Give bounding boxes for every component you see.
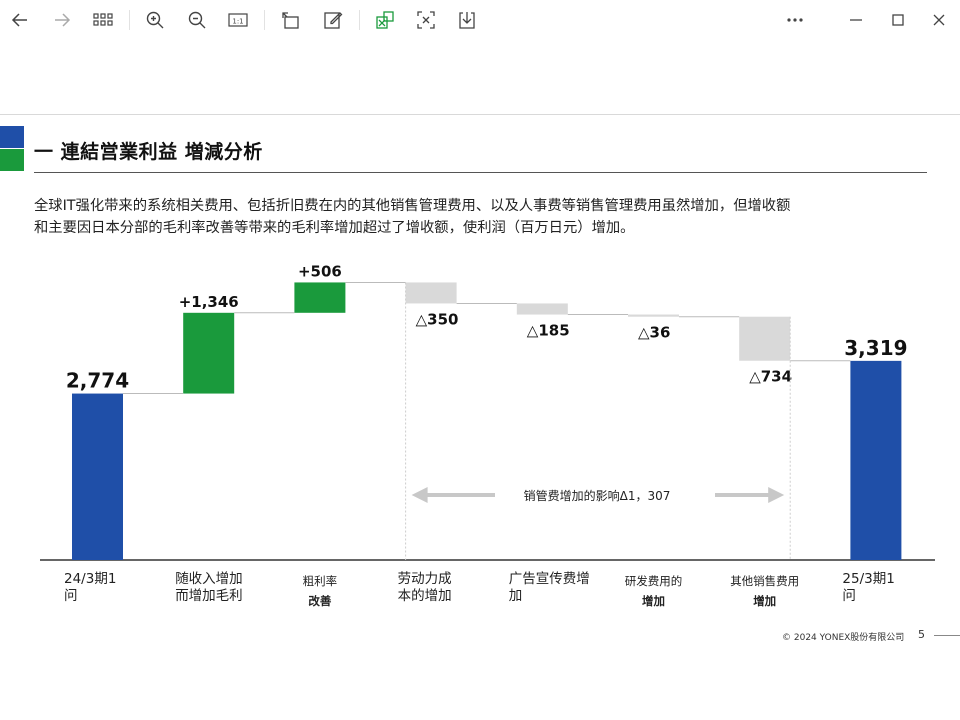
annotation-text: 销管费增加的影响Δ1，307 [524,488,671,503]
bar-label-7: 3,319 [844,336,907,360]
bar-label-2: +506 [298,262,342,280]
viewer-top-space [0,40,960,115]
bar-label-4: △185 [527,322,570,340]
category-line-1: 其他销售费用 [730,574,800,588]
category-line-2: 加 [508,588,523,604]
category-line-1: 广告宣传费增 [508,571,590,587]
close-icon[interactable] [927,8,951,32]
category-line-2: 改善 [308,594,332,608]
back-arrow-icon[interactable] [8,8,32,32]
viewer-bottom-space [0,655,960,720]
category-label-5: 研发费用的 增加 [601,571,706,611]
edit-icon[interactable] [321,8,345,32]
footer-line [934,635,960,636]
bar-label-6: △734 [749,368,792,386]
download-icon[interactable] [455,8,479,32]
zoom-in-icon[interactable] [143,8,167,32]
category-line-1: 25/3期1 [842,571,895,587]
bar-6 [739,316,791,361]
category-line-2: 本的增加 [397,588,452,604]
translate-excel-icon[interactable] [373,8,397,32]
grid-view-icon[interactable] [91,8,115,32]
rotate-icon[interactable] [279,8,303,32]
category-line-1: 劳动力成 [397,571,452,587]
slide-title: 一 連結営業利益 増減分析 [34,141,263,163]
category-line-2: 增加 [642,594,665,608]
ocr-text-icon[interactable] [414,8,438,32]
bar-label-3: △350 [416,310,459,328]
slide-description: 全球IT强化带来的系统相关费用、包括折旧费在内的其他销售管理费用、以及人事费等销… [34,195,934,239]
slide-page: 一 連結営業利益 増減分析 全球IT强化带来的系统相关费用、包括折旧费在内的其他… [0,115,960,655]
maximize-icon[interactable] [886,8,910,32]
category-line-1: 研发费用的 [624,574,683,588]
bar-2 [294,282,346,313]
title-accent-green [0,149,24,171]
viewer-toolbar: 1:1 [0,0,960,40]
category-line-2: 问 [842,588,856,604]
waterfall-chart: 2,774 +1,346 +506 △350 △185 △36 △734 3,319 销管费增加… [40,262,935,561]
bar-label-1: +1,346 [179,293,239,311]
bar-label-0: 2,774 [66,369,129,393]
footer-copyright: © 2024 YONEX股份有限公司 [782,633,905,643]
bar-label-5: △36 [638,324,670,342]
forward-arrow-icon[interactable] [50,8,74,32]
category-label-1: 随收入增加 而增加毛利 [175,571,280,605]
category-label-4: 广告宣传费增加 [509,571,614,605]
annotation-arrow-left-head [411,487,428,503]
category-line-1: 24/3期1 [64,571,117,587]
description-line-2: 和主要因日本分部的毛利率改善等带来的毛利率增加超过了增收额，使利润（百万日元）增… [34,220,635,236]
title-divider [34,172,927,173]
bar-7 [850,360,902,560]
description-line-1: 全球IT强化带来的系统相关费用、包括折旧费在内的其他销售管理费用、以及人事费等销… [34,198,791,214]
category-line-1: 粗利率 [302,574,338,588]
bar-3 [405,282,457,304]
actual-size-icon[interactable]: 1:1 [226,8,250,32]
zoom-out-icon[interactable] [185,8,209,32]
bar-5 [628,314,679,317]
category-line-2: 而增加毛利 [175,588,243,604]
category-label-0: 24/3期1 问 [64,571,169,605]
bar-1 [183,312,235,394]
category-line-2: 增加 [753,594,777,608]
category-line-1: 随收入增加 [175,571,243,587]
category-label-2: 粗利率 改善 [267,571,372,611]
title-accent-blue [0,126,24,148]
bar-4 [516,303,568,315]
category-label-3: 劳动力成 本的增加 [398,571,503,605]
category-label-7: 25/3期1 问 [842,571,947,605]
annotation-arrow-right-head [768,487,785,503]
zoom-label: 1:1 [232,18,243,26]
more-icon[interactable] [783,8,807,32]
category-label-6: 其他销售费用 增加 [712,571,817,611]
page-number: 5 [918,628,925,641]
minimize-icon[interactable] [844,8,868,32]
category-line-2: 问 [64,588,78,604]
bar-0 [72,393,123,560]
